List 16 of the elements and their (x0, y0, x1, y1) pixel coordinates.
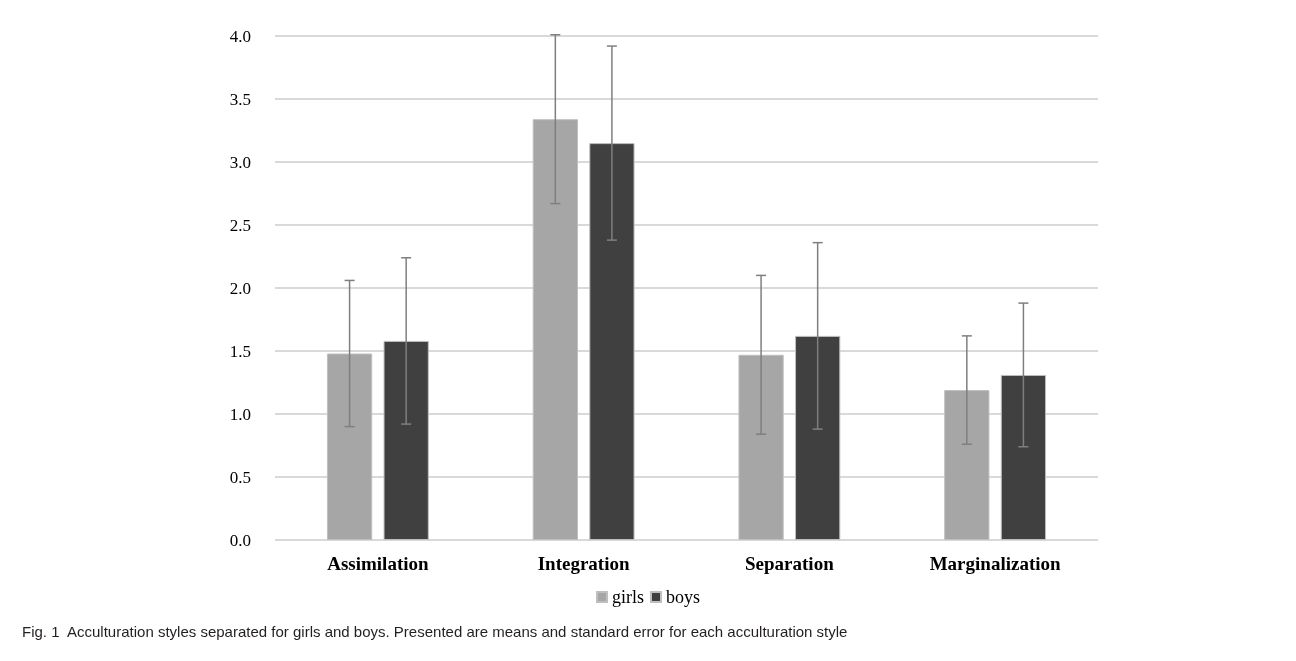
y-tick-label: 1.0 (229, 404, 251, 424)
x-tick-label: Marginalization (929, 553, 1061, 574)
y-tick-label: 1.5 (229, 341, 251, 361)
y-tick-label: 0.0 (229, 530, 251, 550)
x-tick-label: Separation (745, 553, 835, 574)
legend-label: girls (612, 587, 645, 607)
y-tick-label: 2.0 (229, 278, 251, 298)
caption: Fig. 1 Acculturation styles separated for girls and boys. Presented are means and standard error for each acculturation style (22, 623, 848, 640)
x-tick-label: Assimilation (327, 553, 429, 574)
y-tick-label: 0.5 (229, 467, 251, 487)
y-tick-label: 4.0 (229, 26, 251, 46)
y-tick-label: 2.5 (229, 215, 251, 235)
y-tick-label: 3.0 (229, 152, 251, 172)
y-tick-label: 3.5 (229, 89, 251, 109)
legend-label: boys (666, 587, 701, 607)
x-tick-label: Integration (537, 553, 630, 574)
